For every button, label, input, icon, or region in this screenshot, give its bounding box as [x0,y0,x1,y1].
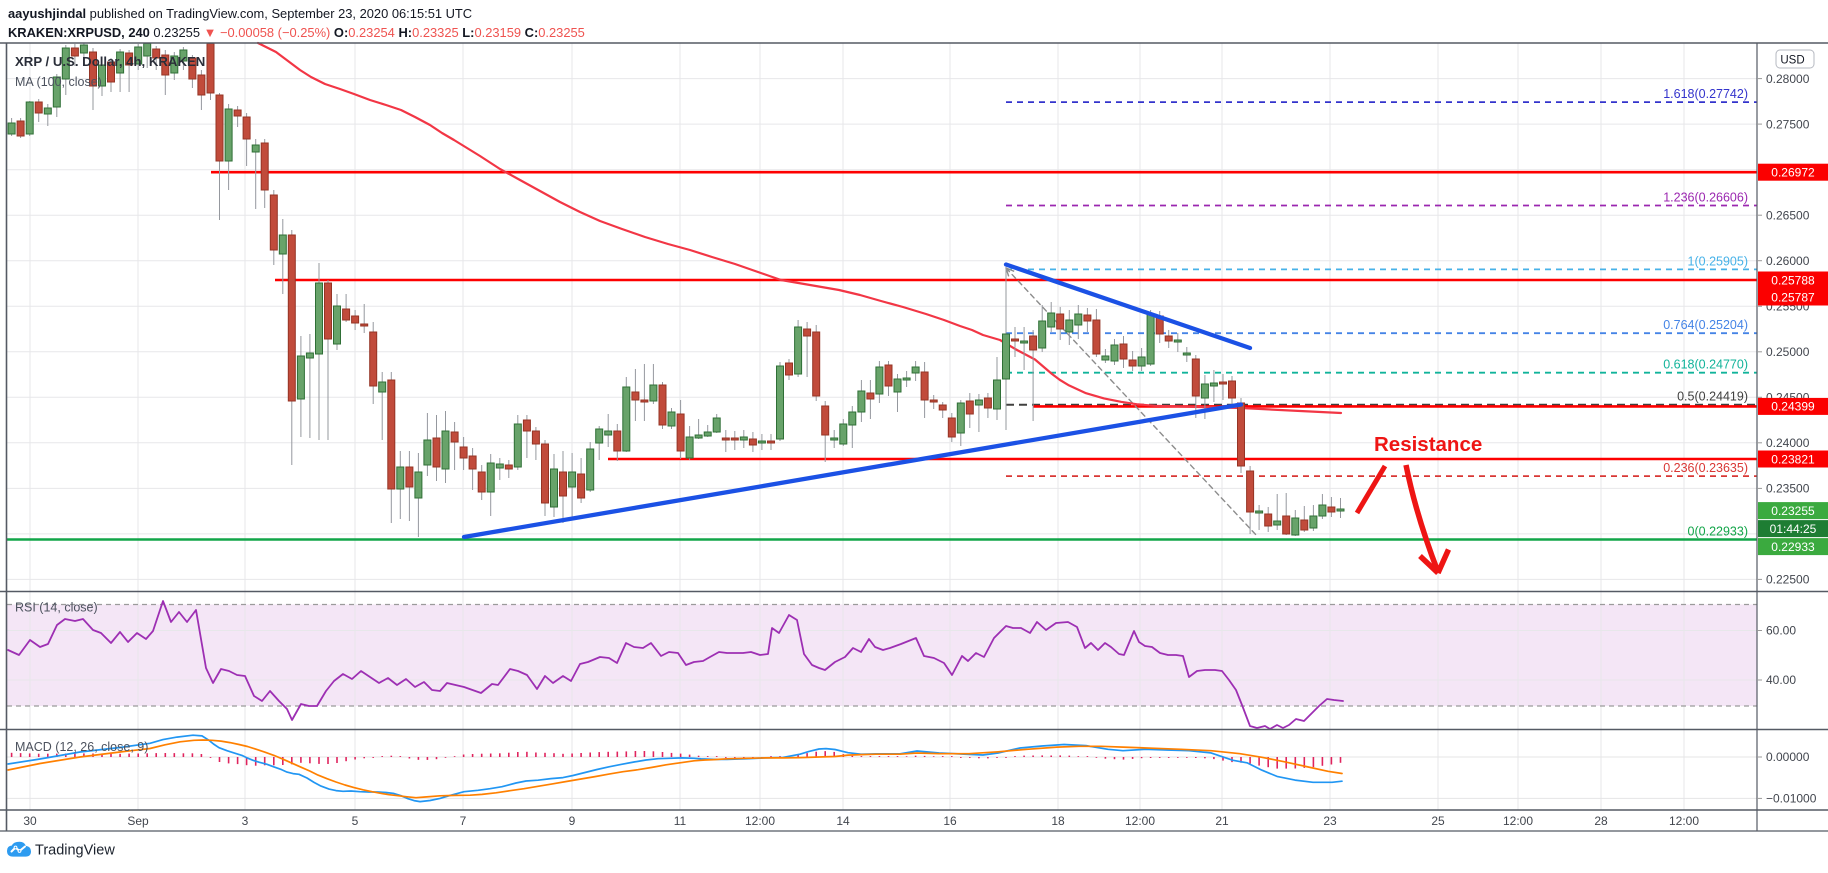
svg-text:TradingView: TradingView [35,843,115,859]
svg-text:3: 3 [242,814,249,828]
svg-text:MA (100, close): MA (100, close) [15,75,102,89]
svg-text:0(0.22933): 0(0.22933) [1688,525,1748,539]
svg-text:0.26972: 0.26972 [1771,166,1815,180]
svg-text:30: 30 [23,814,37,828]
svg-text:0.236(0.23635): 0.236(0.23635) [1663,461,1748,475]
svg-text:40.00: 40.00 [1766,673,1796,687]
svg-text:MACD (12, 26, close, 9): MACD (12, 26, close, 9) [15,740,148,754]
svg-text:11: 11 [674,814,687,828]
svg-text:0.26500: 0.26500 [1766,208,1810,222]
svg-text:21: 21 [1215,814,1229,828]
svg-text:12:00: 12:00 [1669,814,1699,828]
svg-text:XRP / U.S. Dollar, 4h, KRAKEN: XRP / U.S. Dollar, 4h, KRAKEN [15,54,205,69]
svg-text:0.22933: 0.22933 [1771,540,1815,554]
svg-text:0.26000: 0.26000 [1766,254,1810,268]
svg-text:1.618(0.27742): 1.618(0.27742) [1663,87,1748,101]
svg-text:23: 23 [1323,814,1337,828]
svg-text:0.28000: 0.28000 [1766,72,1810,86]
svg-text:0.23500: 0.23500 [1766,482,1810,496]
svg-text:RSI (14, close): RSI (14, close) [15,601,98,615]
svg-text:5: 5 [352,814,359,828]
svg-text:12:00: 12:00 [1503,814,1533,828]
svg-text:14: 14 [836,814,850,828]
svg-text:01:44:25: 01:44:25 [1770,522,1817,536]
svg-text:18: 18 [1051,814,1065,828]
svg-text:0.22500: 0.22500 [1766,573,1810,587]
svg-text:Resistance: Resistance [1374,433,1482,456]
svg-text:9: 9 [569,814,576,828]
svg-text:0.5(0.24419): 0.5(0.24419) [1677,390,1748,404]
svg-text:0.24399: 0.24399 [1771,400,1815,414]
svg-text:12:00: 12:00 [1125,814,1155,828]
svg-text:0.25788: 0.25788 [1771,273,1815,287]
svg-text:28: 28 [1594,814,1608,828]
svg-text:0.23255: 0.23255 [1771,504,1815,518]
svg-text:Sep: Sep [127,814,149,828]
svg-text:0.764(0.25204): 0.764(0.25204) [1663,318,1748,332]
svg-text:0.618(0.24770): 0.618(0.24770) [1663,358,1748,372]
svg-text:0.23821: 0.23821 [1771,452,1815,466]
svg-text:−0.01000: −0.01000 [1766,792,1817,806]
svg-text:0.25000: 0.25000 [1766,345,1810,359]
svg-text:KRAKEN:XRPUSD, 240 0.23255 ▼: KRAKEN:XRPUSD, 240 0.23255 ▼ −0.00058 (−… [8,25,585,40]
svg-text:7: 7 [460,814,467,828]
svg-text:1(0.25905): 1(0.25905) [1688,254,1748,268]
svg-text:0.27500: 0.27500 [1766,117,1810,131]
svg-text:1.236(0.26606): 1.236(0.26606) [1663,191,1748,205]
svg-text:0.25787: 0.25787 [1771,290,1815,304]
svg-text:16: 16 [943,814,957,828]
svg-text:0.24000: 0.24000 [1766,436,1810,450]
svg-text:aayushjindal published on Trad: aayushjindal published on TradingView.co… [8,6,472,21]
svg-text:USD: USD [1780,55,1804,67]
svg-text:60.00: 60.00 [1766,624,1796,638]
svg-text:12:00: 12:00 [745,814,775,828]
svg-text:0.00000: 0.00000 [1766,750,1810,764]
svg-text:25: 25 [1431,814,1445,828]
